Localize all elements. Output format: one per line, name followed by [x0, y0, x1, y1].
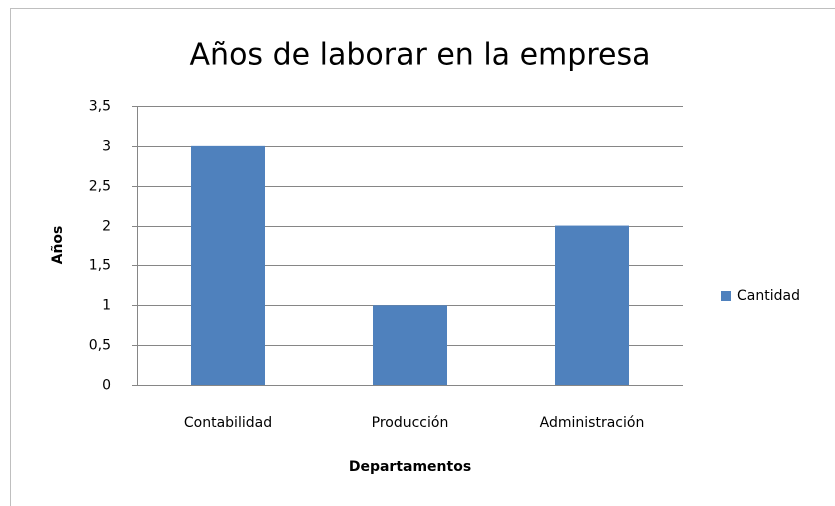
legend-swatch	[721, 291, 731, 301]
y-tick-label: 2	[102, 219, 111, 235]
x-tick-label: Contabilidad	[184, 415, 272, 431]
x-tick-label: Producción	[372, 415, 449, 431]
y-tick-label: 0	[102, 378, 111, 394]
bar	[373, 305, 447, 385]
y-axis-label: Años	[50, 226, 66, 265]
legend-label: Cantidad	[737, 288, 800, 304]
x-axis-label: Departamentos	[349, 459, 471, 475]
chart-frame	[10, 8, 835, 506]
y-tick-label: 3,5	[89, 99, 111, 115]
y-tick-label: 3	[102, 139, 111, 155]
chart-title: Años de laborar en la empresa	[190, 38, 651, 73]
x-tick-label: Administración	[540, 415, 645, 431]
bar	[191, 145, 265, 385]
y-tick-label: 0,5	[89, 338, 111, 354]
y-tick-label: 1	[102, 298, 111, 314]
bar	[555, 225, 629, 385]
y-tick-label: 2,5	[89, 179, 111, 195]
y-tick-label: 1,5	[89, 258, 111, 274]
